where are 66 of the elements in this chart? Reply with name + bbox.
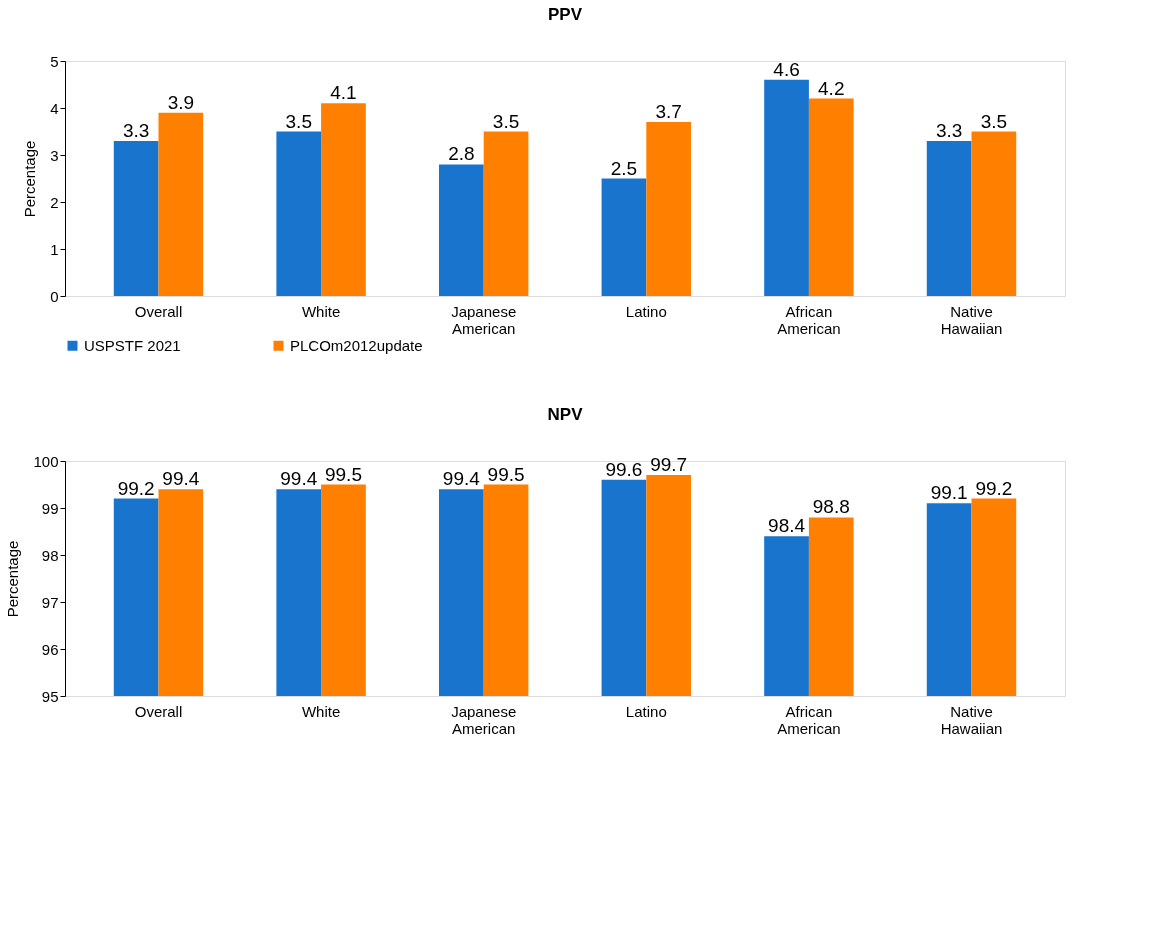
- data-label: 99.6: [605, 458, 643, 480]
- y-tick-label: 100: [33, 452, 59, 470]
- y-axis-title: Percentage: [21, 140, 39, 218]
- x-tick-label: African American: [777, 302, 841, 337]
- y-tick-label: 95: [41, 687, 59, 705]
- y-tick-label: 99: [41, 499, 59, 517]
- bar: [926, 140, 972, 296]
- data-label: 98.8: [812, 496, 850, 518]
- x-tick-label: Overall: [134, 702, 183, 720]
- bar: [601, 178, 647, 296]
- bar: [321, 103, 366, 296]
- x-tick-label: African American: [777, 702, 841, 737]
- bar: [483, 131, 529, 296]
- x-tick-label: Native Hawaiian: [940, 702, 1003, 737]
- x-tick-label: White: [301, 302, 341, 320]
- data-label: 4.6: [773, 58, 800, 80]
- y-tick-label: 96: [41, 640, 59, 658]
- data-label: 3.5: [980, 110, 1008, 132]
- bar: [764, 79, 809, 296]
- data-label: 2.8: [448, 143, 475, 165]
- data-label: 99.4: [162, 468, 200, 490]
- data-label: 99.5: [487, 463, 525, 485]
- data-label: 3.3: [935, 119, 963, 141]
- y-tick-label: 4: [50, 99, 59, 117]
- data-label: 4.2: [818, 77, 845, 99]
- y-tick-label: 5: [50, 52, 59, 70]
- y-tick-label: 3: [50, 146, 59, 164]
- data-label: 99.7: [650, 454, 688, 476]
- bar: [438, 164, 484, 296]
- data-label: 3.3: [122, 119, 150, 141]
- data-label: 3.5: [285, 110, 312, 132]
- data-label: 99.5: [324, 463, 362, 485]
- x-tick-label: Japanese American: [451, 302, 517, 337]
- bar: [113, 140, 159, 296]
- y-tick-label: 0: [50, 287, 59, 305]
- data-label: 4.1: [330, 82, 357, 104]
- data-label: 99.2: [117, 477, 155, 499]
- x-tick-label: Japanese American: [451, 702, 517, 737]
- data-label: 99.2: [975, 477, 1013, 499]
- x-tick-label: Latino: [625, 702, 667, 720]
- y-tick-label: 97: [41, 593, 59, 611]
- x-tick-label: Native Hawaiian: [940, 302, 1003, 337]
- bar: [158, 112, 204, 296]
- chart-title: NPV: [547, 405, 584, 424]
- data-label: 99.1: [930, 482, 968, 504]
- x-tick-label: White: [301, 702, 341, 720]
- legend-label: USPSTF 2021: [84, 336, 181, 354]
- data-label: 3.9: [167, 91, 195, 113]
- data-label: 99.4: [280, 468, 318, 490]
- data-label: 98.4: [768, 515, 806, 537]
- x-tick-label: Latino: [625, 302, 667, 320]
- data-label: 2.5: [610, 157, 638, 179]
- y-axis-title: Percentage: [4, 540, 22, 618]
- data-label: 3.5: [492, 110, 520, 132]
- bar: [971, 131, 1017, 296]
- data-label: 99.4: [442, 468, 481, 490]
- x-tick-label: Overall: [134, 302, 183, 320]
- y-tick-label: 98: [41, 546, 59, 564]
- chart-title: PPV: [547, 5, 583, 24]
- bar: [808, 98, 854, 296]
- bar: [276, 131, 322, 296]
- y-tick-label: 2: [50, 193, 59, 211]
- data-label: 3.7: [655, 101, 682, 123]
- bar: [646, 122, 692, 296]
- y-tick-label: 1: [50, 240, 59, 258]
- legend-label: PLCOm2012update: [290, 336, 423, 354]
